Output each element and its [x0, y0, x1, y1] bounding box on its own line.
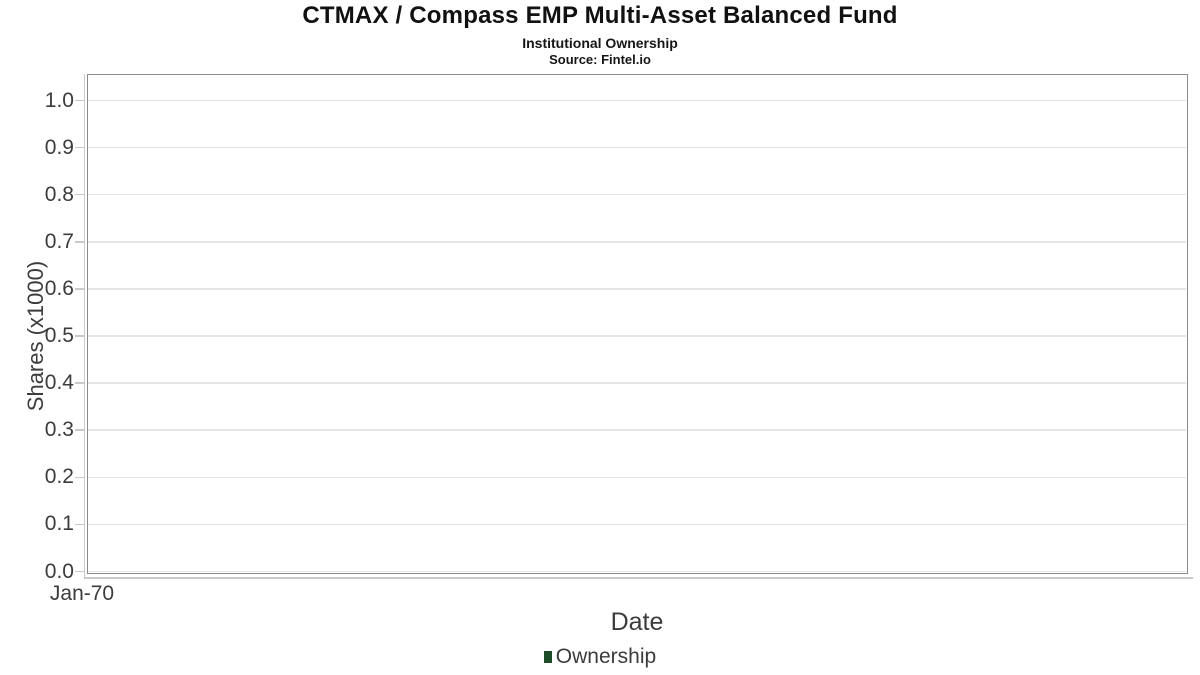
y-tick-label: 0.9 [44, 135, 74, 159]
y-tick-mark [75, 288, 84, 290]
y-tick-mark [75, 382, 84, 384]
plot-area [86, 73, 1188, 574]
x-axis-title: Date [610, 608, 664, 636]
y-tick-label: 0.5 [44, 324, 74, 347]
gridline [88, 99, 1186, 102]
y-tick-mark [75, 476, 84, 479]
legend: Ownership [0, 645, 1200, 669]
y-tick-label: 0.3 [44, 418, 74, 442]
chart-source: Source: Fintel.io [549, 52, 651, 67]
y-tick-mark [75, 193, 84, 196]
gridline [88, 193, 1186, 196]
gridline [88, 382, 1186, 384]
gridline [88, 570, 1186, 573]
y-tick-mark [75, 570, 84, 573]
gridline [88, 523, 1186, 526]
chart-subtitle: Institutional Ownership [522, 35, 678, 51]
gridline [88, 288, 1186, 290]
y-tick-label: 0.2 [44, 465, 74, 489]
legend-label-ownership: Ownership [555, 645, 657, 668]
y-tick-mark [75, 241, 84, 243]
chart-title: CTMAX / Compass EMP Multi-Asset Balanced… [302, 2, 898, 29]
y-tick-label: 0.0 [44, 559, 74, 583]
x-axis-line [83, 577, 1193, 579]
x-tick-label-jan-70: Jan-70 [49, 582, 115, 605]
gridline [88, 146, 1186, 149]
gridline [88, 335, 1186, 337]
y-tick-mark [75, 335, 84, 337]
y-axis-line [83, 73, 85, 579]
y-tick-label: 0.4 [44, 371, 74, 395]
y-tick-mark [75, 99, 84, 102]
column-series-marker-icon [543, 651, 552, 663]
y-tick-mark [75, 429, 84, 431]
y-tick-label: 0.1 [44, 512, 74, 536]
y-tick-label: 0.7 [44, 229, 74, 253]
y-tick-mark [75, 523, 84, 526]
gridline [88, 476, 1186, 479]
gridline [88, 241, 1186, 243]
legend-item-ownership[interactable]: Ownership [543, 645, 657, 669]
y-axis-title: Shares (x1000) [23, 260, 48, 412]
y-tick-label: 0.6 [44, 276, 74, 300]
y-tick-label: 0.8 [44, 182, 74, 206]
gridline [88, 429, 1186, 431]
y-tick-label: 1.0 [44, 88, 74, 112]
y-tick-mark [75, 146, 84, 149]
